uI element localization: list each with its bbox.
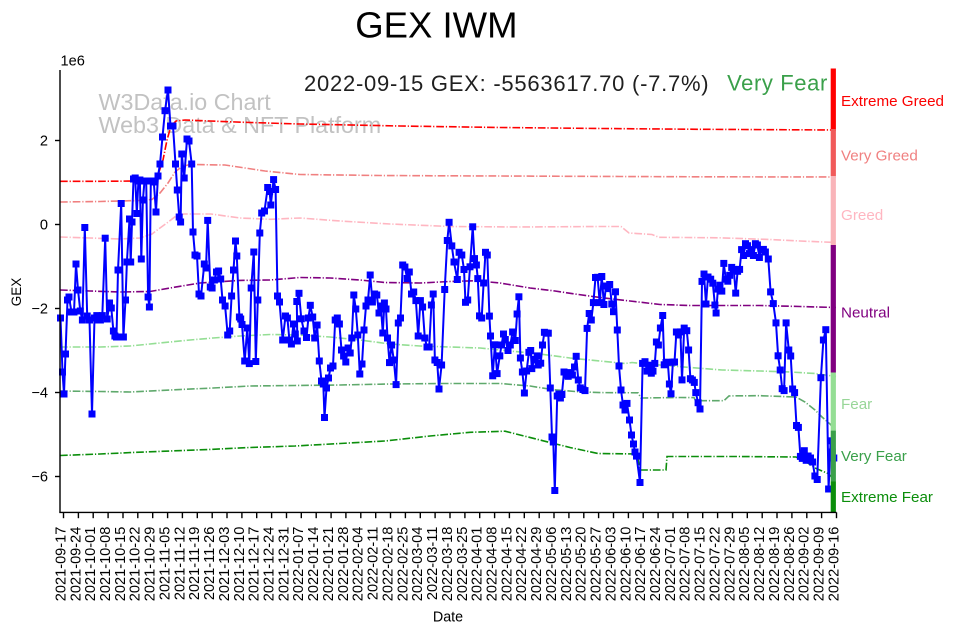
svg-text:2022-01-28: 2022-01-28	[336, 527, 352, 602]
svg-text:2022-03-04: 2022-03-04	[410, 527, 426, 602]
svg-text:2021-12-03: 2021-12-03	[217, 527, 233, 602]
svg-text:2022-08-12: 2022-08-12	[752, 527, 768, 602]
svg-text:−4: −4	[31, 386, 48, 402]
svg-text:2022-07-29: 2022-07-29	[722, 527, 738, 602]
svg-text:2021-10-22: 2021-10-22	[128, 527, 144, 602]
svg-text:1e6: 1e6	[61, 54, 85, 70]
svg-text:2021-11-19: 2021-11-19	[187, 527, 203, 601]
svg-text:2022-01-07: 2022-01-07	[291, 527, 307, 602]
svg-text:2021-09-24: 2021-09-24	[68, 527, 84, 602]
svg-text:2021-11-12: 2021-11-12	[172, 527, 188, 601]
svg-text:2022-06-03: 2022-06-03	[603, 527, 619, 602]
svg-text:2022-03-11: 2022-03-11	[425, 527, 441, 601]
svg-text:Date: Date	[433, 610, 463, 626]
svg-text:2022-07-08: 2022-07-08	[678, 527, 694, 602]
svg-text:2022-08-26: 2022-08-26	[782, 527, 798, 602]
svg-text:2022-09-16: 2022-09-16	[826, 527, 842, 602]
svg-text:Very Fear: Very Fear	[841, 448, 907, 465]
svg-text:2021-12-31: 2021-12-31	[276, 527, 292, 602]
svg-text:2022-02-04: 2022-02-04	[351, 527, 367, 602]
svg-text:GEX IWM: GEX IWM	[355, 5, 517, 46]
svg-text:2022-06-10: 2022-06-10	[618, 527, 634, 602]
svg-text:2022-04-22: 2022-04-22	[514, 527, 530, 602]
svg-text:2022-02-25: 2022-02-25	[395, 527, 411, 602]
svg-text:2022-07-22: 2022-07-22	[708, 527, 724, 602]
svg-text:2021-10-29: 2021-10-29	[143, 527, 159, 602]
svg-text:2022-04-01: 2022-04-01	[470, 527, 486, 602]
svg-text:2022-09-15 GEX: -5563617.70 (-: 2022-09-15 GEX: -5563617.70 (-7.7%)	[304, 71, 709, 96]
svg-text:2: 2	[40, 134, 48, 150]
svg-text:2022-09-02: 2022-09-02	[797, 527, 813, 602]
svg-text:2022-05-06: 2022-05-06	[544, 527, 560, 602]
svg-text:2022-06-24: 2022-06-24	[648, 527, 664, 602]
svg-text:Neutral: Neutral	[841, 304, 890, 321]
svg-text:2022-08-19: 2022-08-19	[767, 527, 783, 602]
svg-text:GEX: GEX	[9, 278, 24, 307]
svg-text:2022-02-18: 2022-02-18	[380, 527, 396, 602]
svg-text:Fear: Fear	[841, 396, 872, 413]
svg-text:−2: −2	[31, 302, 48, 318]
svg-text:2021-12-24: 2021-12-24	[262, 527, 278, 602]
svg-text:2022-04-15: 2022-04-15	[499, 527, 515, 602]
svg-text:2021-11-05: 2021-11-05	[158, 527, 174, 601]
svg-text:2022-08-05: 2022-08-05	[737, 527, 753, 602]
svg-text:Very Fear: Very Fear	[727, 71, 828, 96]
svg-text:Very Greed: Very Greed	[841, 147, 918, 164]
svg-text:2021-10-01: 2021-10-01	[83, 527, 99, 602]
svg-text:−6: −6	[31, 470, 48, 486]
svg-text:2021-12-17: 2021-12-17	[247, 527, 263, 602]
svg-text:2022-03-25: 2022-03-25	[455, 527, 471, 602]
svg-text:Web3 Data & NFT Platform: Web3 Data & NFT Platform	[99, 112, 382, 138]
svg-text:2022-05-13: 2022-05-13	[559, 527, 575, 602]
svg-text:2021-10-15: 2021-10-15	[113, 527, 129, 602]
svg-text:2022-06-17: 2022-06-17	[633, 527, 649, 602]
svg-text:Extreme Fear: Extreme Fear	[841, 489, 933, 506]
svg-text:2022-02-11: 2022-02-11	[366, 527, 382, 601]
svg-text:2022-04-29: 2022-04-29	[529, 527, 545, 602]
svg-text:2022-07-15: 2022-07-15	[693, 527, 709, 602]
svg-text:2021-09-17: 2021-09-17	[53, 527, 69, 602]
svg-text:2021-10-08: 2021-10-08	[98, 527, 114, 602]
svg-text:2022-03-18: 2022-03-18	[440, 527, 456, 602]
svg-text:2021-12-10: 2021-12-10	[232, 527, 248, 602]
svg-text:2022-04-08: 2022-04-08	[485, 527, 501, 602]
svg-text:2021-11-26: 2021-11-26	[202, 527, 218, 601]
svg-text:W3Data.io Chart: W3Data.io Chart	[99, 89, 272, 115]
svg-text:Extreme Greed: Extreme Greed	[841, 93, 944, 110]
svg-text:2022-05-27: 2022-05-27	[589, 527, 605, 602]
svg-text:2022-09-09: 2022-09-09	[812, 527, 828, 602]
svg-text:2022-01-14: 2022-01-14	[306, 527, 322, 602]
svg-text:2022-07-01: 2022-07-01	[663, 527, 679, 602]
svg-text:2022-05-20: 2022-05-20	[574, 527, 590, 602]
svg-text:0: 0	[40, 218, 48, 234]
svg-text:Greed: Greed	[841, 207, 883, 224]
svg-text:2022-01-21: 2022-01-21	[321, 527, 337, 602]
